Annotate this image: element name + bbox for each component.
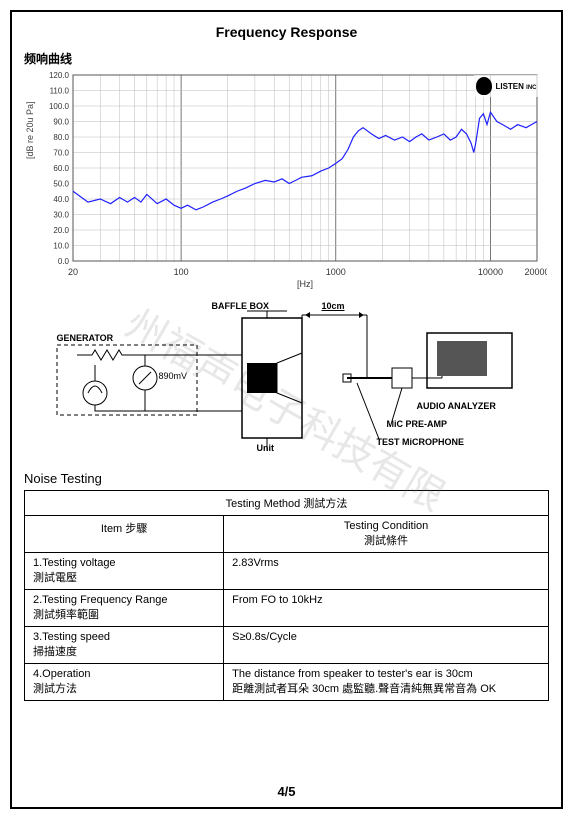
label-preamp: MiC PRE-AMP xyxy=(387,419,448,429)
label-analyzer: AUDIO ANALYZER xyxy=(417,401,496,411)
svg-text:20000: 20000 xyxy=(524,267,547,277)
svg-text:60.0: 60.0 xyxy=(53,164,69,173)
logo-text: LISTEN xyxy=(495,82,523,91)
label-voltage: 890mV xyxy=(159,371,188,381)
page-title: Frequency Response xyxy=(24,24,549,40)
svg-text:1000: 1000 xyxy=(325,267,345,277)
svg-text:70.0: 70.0 xyxy=(53,149,69,158)
page-number: 4/5 xyxy=(12,784,561,799)
table-row: 3.Testing speed 掃描速度S≥0.8s/Cycle xyxy=(25,627,549,664)
label-baffle-box: BAFFLE BOX xyxy=(212,301,270,311)
table-title: Testing Method 測試方法 xyxy=(25,491,549,516)
logo-sub: INC xyxy=(526,85,536,91)
svg-text:[Hz]: [Hz] xyxy=(296,279,312,289)
svg-text:10.0: 10.0 xyxy=(53,242,69,251)
noise-testing-table: Testing Method 測試方法 Item 步驟 Testing Cond… xyxy=(24,490,549,701)
item-cell: 4.Operation 測試方法 xyxy=(25,664,224,701)
item-cell: 1.Testing voltage 測試電壓 xyxy=(25,553,224,590)
frequency-response-chart: [dB re 20u Pa] LISTEN INC 20 100 1000 10000… xyxy=(27,69,547,289)
svg-text:10000: 10000 xyxy=(477,267,502,277)
svg-text:100.0: 100.0 xyxy=(48,102,69,111)
condition-cell: The distance from speaker to tester's ea… xyxy=(224,664,549,701)
listen-inc-logo: LISTEN INC xyxy=(474,75,538,97)
item-cell: 3.Testing speed 掃描速度 xyxy=(25,627,224,664)
label-generator: GENERATOR xyxy=(57,333,114,343)
chart-subtitle: 频响曲线 xyxy=(24,50,549,67)
svg-text:80.0: 80.0 xyxy=(53,133,69,142)
y-axis-label: [dB re 20u Pa] xyxy=(25,101,35,159)
svg-text:0.0: 0.0 xyxy=(57,257,69,266)
noise-testing-heading: Noise Testing xyxy=(24,471,549,486)
condition-cell: 2.83Vrms xyxy=(224,553,549,590)
label-unit: Unit xyxy=(257,443,275,453)
svg-text:40.0: 40.0 xyxy=(53,195,69,204)
svg-text:110.0: 110.0 xyxy=(49,87,69,96)
col2-header: Testing Condition 測試條件 xyxy=(224,516,549,553)
svg-text:20: 20 xyxy=(67,267,77,277)
logo-head-icon xyxy=(476,77,492,95)
table-row: 1.Testing voltage 測試電壓2.83Vrms xyxy=(25,553,549,590)
svg-text:20.0: 20.0 xyxy=(53,226,69,235)
table-row: 4.Operation 測試方法The distance from speake… xyxy=(25,664,549,701)
svg-text:50.0: 50.0 xyxy=(53,180,69,189)
svg-text:30.0: 30.0 xyxy=(53,211,69,220)
table-row: 2.Testing Frequency Range 測試頻率範圍From FO … xyxy=(25,590,549,627)
label-mic: TEST MiCROPHONE xyxy=(377,437,465,447)
svg-text:90.0: 90.0 xyxy=(53,118,69,127)
svg-text:120.0: 120.0 xyxy=(48,71,69,80)
condition-cell: From FO to 10kHz xyxy=(224,590,549,627)
col1-header: Item 步驟 xyxy=(25,516,224,553)
item-cell: 2.Testing Frequency Range 測試頻率範圍 xyxy=(25,590,224,627)
label-distance: 10cm xyxy=(322,301,345,311)
condition-cell: S≥0.8s/Cycle xyxy=(224,627,549,664)
page-frame: Frequency Response 频响曲线 州福声电子科技有限 [dB re… xyxy=(10,10,563,809)
test-setup-diagram: GENERATOR BAFFLE BOX 10cm 890mV Unit AUD… xyxy=(47,293,527,463)
svg-text:100: 100 xyxy=(173,267,188,277)
